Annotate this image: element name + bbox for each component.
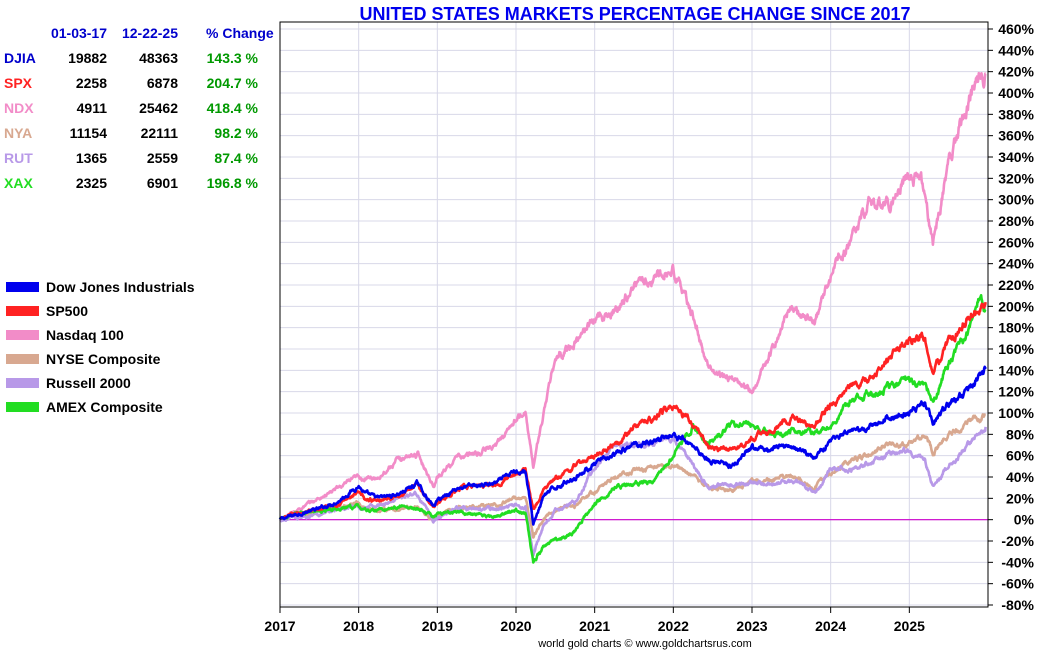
x-tick-label: 2017 xyxy=(264,618,295,634)
table-header-start: 01-03-17 xyxy=(51,25,107,41)
x-tick-label: 2023 xyxy=(736,618,767,634)
table-change-value: 87.4 % xyxy=(214,150,258,166)
y-tick-label: 240% xyxy=(998,256,1034,272)
y-tick-label: 380% xyxy=(998,106,1034,122)
table-end-value: 48363 xyxy=(139,50,178,66)
table-change-value: 143.3 % xyxy=(207,50,259,66)
y-tick-label: -60% xyxy=(1001,576,1034,592)
legend-label: AMEX Composite xyxy=(46,399,163,415)
legend-swatch xyxy=(6,354,39,364)
table-change-value: 418.4 % xyxy=(207,100,259,116)
y-tick-label: 0% xyxy=(1014,512,1035,528)
x-tick-label: 2024 xyxy=(815,618,846,634)
y-tick-label: 280% xyxy=(998,213,1034,229)
table-start-value: 11154 xyxy=(70,125,108,141)
table-start-value: 4911 xyxy=(77,100,108,116)
table-symbol: NDX xyxy=(4,100,34,116)
table-symbol: RUT xyxy=(4,150,33,166)
y-tick-label: 400% xyxy=(998,85,1034,101)
table-change-value: 98.2 % xyxy=(214,125,258,141)
y-tick-label: 300% xyxy=(998,192,1034,208)
series-lines xyxy=(278,71,987,564)
table-header-change: % Change xyxy=(206,25,274,41)
y-axis: -80% -60% -40% -20% 0% 20% 40% 60% 80% 100% 120% 14… xyxy=(988,21,1035,613)
x-tick-label: 2021 xyxy=(579,618,610,634)
legend: Dow Jones Industrials SP500 Nasdaq 100 NYSE… xyxy=(6,279,195,415)
x-tick-label: 2020 xyxy=(500,618,531,634)
y-tick-label: -40% xyxy=(1001,554,1034,570)
y-tick-label: 80% xyxy=(1006,426,1035,442)
x-axis: 2017 2018 2019 2020 2021 2022 2023 2024 2025 xyxy=(264,607,925,634)
y-tick-label: 200% xyxy=(998,298,1034,314)
table-change-value: 204.7 % xyxy=(207,75,259,91)
table-symbol: SPX xyxy=(4,75,33,91)
legend-swatch xyxy=(6,306,39,316)
y-tick-label: 360% xyxy=(998,128,1034,144)
table-end-value: 6901 xyxy=(147,175,178,191)
chart-credit: world gold charts © www.goldchartsrus.co… xyxy=(537,638,752,650)
y-tick-label: -80% xyxy=(1001,597,1034,613)
legend-label: Nasdaq 100 xyxy=(46,327,124,343)
y-tick-label: 440% xyxy=(998,42,1034,58)
y-tick-label: 220% xyxy=(998,277,1034,293)
x-tick-label: 2019 xyxy=(422,618,453,634)
legend-swatch xyxy=(6,282,39,292)
series-line-sp500 xyxy=(279,301,987,521)
legend-label: Russell 2000 xyxy=(46,375,131,391)
y-tick-label: 100% xyxy=(998,405,1034,421)
x-tick-label: 2018 xyxy=(343,618,374,634)
legend-swatch xyxy=(6,402,39,412)
legend-label: NYSE Composite xyxy=(46,351,161,367)
table-start-value: 19882 xyxy=(68,50,107,66)
series-line-amex-composite xyxy=(278,294,987,564)
y-tick-label: 420% xyxy=(998,64,1034,80)
table-end-value: 6878 xyxy=(147,75,178,91)
plot-frame xyxy=(279,21,989,608)
y-tick-label: 20% xyxy=(1006,490,1035,506)
table-symbol: DJIA xyxy=(4,50,36,66)
chart-title: UNITED STATES MARKETS PERCENTAGE CHANGE … xyxy=(359,4,910,24)
legend-swatch xyxy=(6,330,39,340)
table-rows: DJIA 19882 48363 143.3 % SPX 2258 6878 204.7 % N… xyxy=(4,50,259,191)
table-change-value: 196.8 % xyxy=(207,175,259,191)
table-header-end: 12-22-25 xyxy=(122,25,178,41)
y-tick-label: 120% xyxy=(998,384,1034,400)
table-symbol: XAX xyxy=(4,175,33,191)
table-start-value: 2258 xyxy=(76,75,107,91)
y-tick-label: 160% xyxy=(998,341,1034,357)
y-tick-label: 320% xyxy=(998,170,1034,186)
table-symbol: NYA xyxy=(4,125,32,141)
table-end-value: 25462 xyxy=(139,100,178,116)
legend-label: Dow Jones Industrials xyxy=(46,279,195,295)
y-tick-label: 340% xyxy=(998,149,1034,165)
series-line-nasdaq-100 xyxy=(279,71,987,521)
y-tick-label: 40% xyxy=(1006,469,1035,485)
y-tick-label: -20% xyxy=(1001,533,1034,549)
x-tick-label: 2022 xyxy=(658,618,689,634)
y-tick-label: 460% xyxy=(998,21,1034,37)
y-tick-label: 260% xyxy=(998,234,1034,250)
y-tick-label: 140% xyxy=(998,362,1034,378)
legend-swatch xyxy=(6,378,39,388)
y-tick-label: 180% xyxy=(998,320,1034,336)
table-start-value: 1365 xyxy=(76,150,107,166)
x-tick-label: 2025 xyxy=(894,618,925,634)
series-line-dow-jones-industrials xyxy=(278,365,987,526)
legend-label: SP500 xyxy=(46,303,88,319)
table-start-value: 2325 xyxy=(76,175,107,191)
summary-table: 01-03-17 12-22-25 % Change DJIA 19882 4836… xyxy=(4,25,274,191)
table-end-value: 22111 xyxy=(141,125,179,141)
y-tick-label: 60% xyxy=(1006,448,1035,464)
table-end-value: 2559 xyxy=(147,150,178,166)
